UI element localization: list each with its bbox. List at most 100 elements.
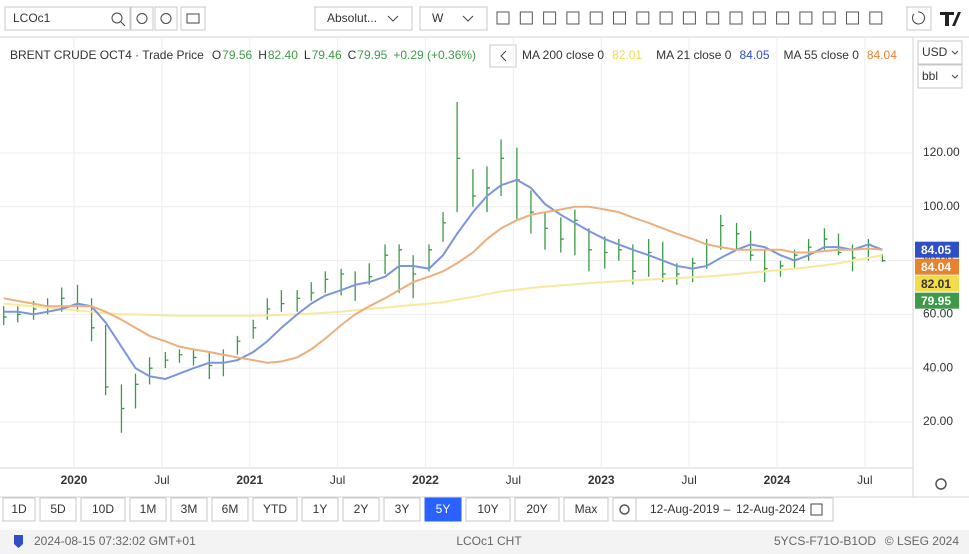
status-source: LCOc1 CHT [456, 534, 522, 548]
range-button[interactable] [80, 497, 126, 522]
scale-dropdown[interactable] [314, 6, 413, 31]
tool-icon[interactable] [846, 11, 859, 25]
range-settings-button[interactable] [612, 497, 637, 522]
x-tick-label: 2024 [764, 473, 791, 487]
range-label: 1Y [313, 502, 328, 516]
price-bar [178, 349, 183, 363]
x-tick-label: 2023 [588, 473, 615, 487]
date-from: 12-Aug-2019 [650, 502, 720, 516]
price-bar [236, 335, 241, 355]
price-bar [324, 271, 329, 293]
range-label: 3Y [395, 502, 410, 516]
tool-icon[interactable] [659, 11, 673, 25]
clock-button[interactable] [130, 6, 154, 31]
tool-icon[interactable] [543, 11, 557, 25]
range-button[interactable] [301, 497, 339, 522]
price-bar [486, 166, 490, 213]
range-button[interactable] [211, 497, 249, 522]
price-bar [530, 190, 534, 234]
tool-icon[interactable] [799, 11, 813, 25]
legend-text: 79.56 [222, 48, 252, 62]
range-button[interactable] [424, 497, 462, 522]
x-tick-label: 2020 [61, 473, 88, 487]
price-bar [560, 217, 564, 253]
tool-icon[interactable] [636, 11, 650, 25]
tool-icon[interactable] [822, 11, 836, 25]
range-button[interactable] [563, 497, 609, 522]
tool-icon[interactable] [869, 11, 883, 25]
range-button[interactable] [2, 497, 36, 522]
search-icon-handle [120, 21, 126, 27]
tool-icon[interactable] [589, 11, 603, 25]
price-bar [148, 357, 153, 385]
shield-icon [14, 535, 23, 548]
price-bar [164, 352, 169, 369]
collapse-icon [500, 50, 507, 62]
price-bar [574, 209, 578, 256]
legend-text: L [304, 48, 311, 62]
date-to: 12-Aug-2024 [736, 502, 806, 516]
reset-button[interactable] [906, 6, 932, 31]
dropdown-arrow [951, 74, 959, 79]
price-bar [632, 244, 636, 285]
tool-icon[interactable] [496, 11, 510, 25]
range-label: 5Y [436, 502, 451, 516]
legend-text: MA 200 close 0 [522, 48, 604, 62]
tool-icon[interactable] [729, 11, 743, 25]
tool-icon[interactable] [776, 11, 790, 25]
price-tag [915, 275, 959, 292]
range-button[interactable] [39, 497, 77, 522]
price-bar [500, 139, 505, 197]
price-bar [807, 239, 812, 261]
collapse-legend-button[interactable] [489, 44, 517, 68]
unit: bbl [922, 69, 938, 83]
range-button[interactable] [129, 497, 167, 522]
range-label: 10D [92, 502, 114, 516]
tool-icon[interactable] [613, 11, 626, 25]
x-tick-label: Jul [330, 473, 345, 487]
currency-dropdown[interactable] [917, 40, 963, 65]
range-button[interactable] [383, 497, 421, 522]
reset-icon [912, 11, 925, 25]
price-bar [735, 222, 740, 250]
range-button[interactable] [514, 497, 560, 522]
folder-button[interactable] [180, 6, 206, 31]
range-button[interactable] [170, 497, 208, 522]
price-bar [442, 212, 447, 242]
symbol-input[interactable] [4, 6, 131, 31]
add-button[interactable] [154, 6, 178, 31]
range-button[interactable] [465, 497, 511, 522]
range-label: 5D [50, 502, 66, 516]
price-bar [764, 249, 768, 283]
price-bar [398, 244, 403, 293]
legend-text: MA 55 close 0 [784, 48, 860, 62]
unit-dropdown[interactable] [917, 64, 963, 89]
folder-icon [186, 13, 200, 24]
range-label: 1M [140, 502, 157, 516]
price-tag [915, 258, 959, 275]
price-bar [3, 306, 7, 326]
price-bar [662, 241, 666, 283]
price-bar [472, 169, 476, 207]
search-icon[interactable] [111, 12, 123, 24]
price-tag [915, 241, 959, 258]
interval-dropdown[interactable] [419, 6, 488, 31]
range-button[interactable] [252, 497, 298, 522]
y-tick-label: 100.00 [923, 199, 960, 213]
tool-icon[interactable] [682, 11, 696, 25]
settings-icon[interactable] [935, 478, 947, 490]
x-tick-label: Jul [857, 473, 872, 487]
range-label: 1D [11, 502, 27, 516]
tool-icon[interactable] [752, 11, 766, 25]
price-bar [310, 282, 315, 301]
range-label: YTD [263, 502, 287, 516]
tool-icon[interactable] [519, 11, 533, 25]
tool-icon[interactable] [566, 11, 580, 25]
legend-text: +0.29 (+0.36%) [393, 48, 476, 62]
range-button[interactable] [342, 497, 380, 522]
symbol-text: LCOc1 [13, 11, 51, 25]
tool-icon[interactable] [706, 11, 720, 25]
x-tick-label: Jul [681, 473, 696, 487]
